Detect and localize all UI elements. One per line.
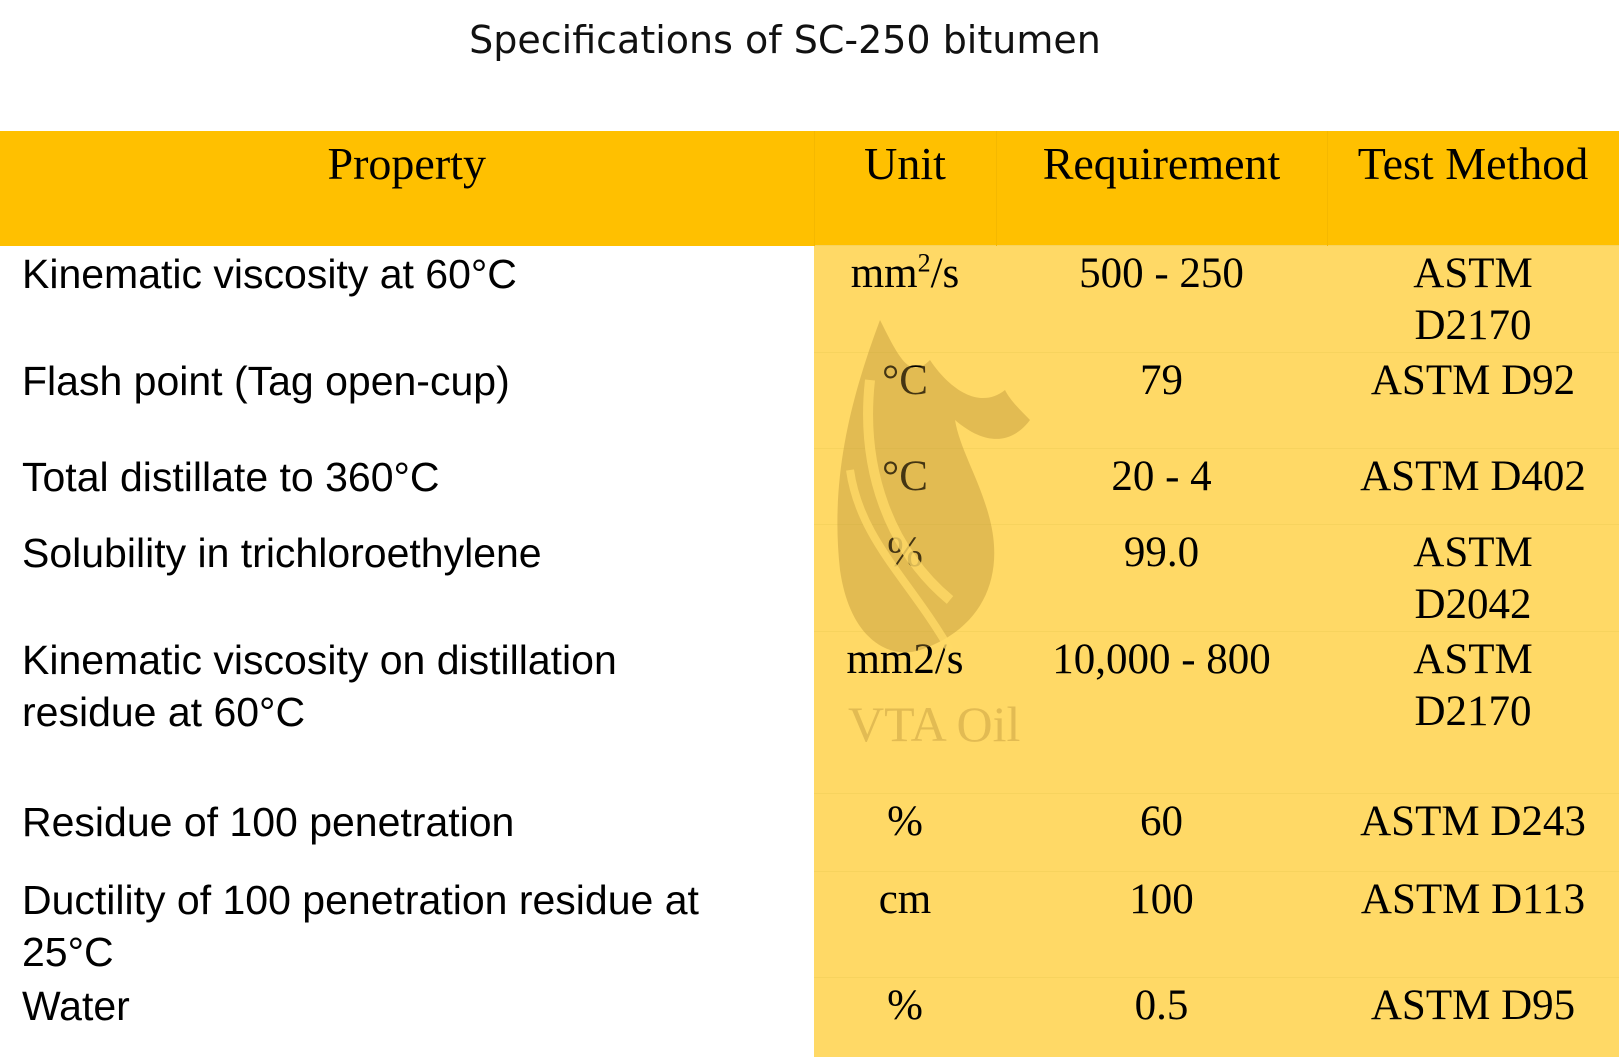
cell-property: Kinematic viscosity at 60°C xyxy=(0,245,814,353)
cell-requirement: 79 xyxy=(996,352,1327,449)
cell-requirement: 10,000 - 800 xyxy=(996,631,1327,794)
cell-unit: % xyxy=(814,793,996,872)
cell-requirement: 100 xyxy=(996,871,1327,978)
cell-method: ASTM D2170 xyxy=(1327,245,1619,353)
cell-requirement: 0.5 xyxy=(996,977,1327,1057)
table-row: Kinematic viscosity at 60°C mm2/s 500 - … xyxy=(0,245,1619,353)
specifications-table: Property Unit Requirement Test Method Ki… xyxy=(0,131,1619,1057)
page-title: Specifications of SC-250 bitumen xyxy=(469,18,1101,62)
cell-unit: cm xyxy=(814,871,996,978)
unit-tail: /s xyxy=(930,250,960,297)
header-requirement: Requirement xyxy=(996,131,1328,246)
cell-unit: % xyxy=(814,524,996,632)
cell-property: Water xyxy=(0,977,814,1057)
cell-unit: % xyxy=(814,977,996,1057)
cell-method: ASTM D92 xyxy=(1327,352,1619,449)
cell-method: ASTM D402 xyxy=(1327,448,1619,525)
cell-property: Kinematic viscosity on distillation resi… xyxy=(0,631,814,794)
cell-method: ASTM D243 xyxy=(1327,793,1619,872)
cell-property: Ductility of 100 penetration residue at … xyxy=(0,871,814,978)
table-row: Solubility in trichloroethylene % 99.0 A… xyxy=(0,524,1619,632)
cell-property: Flash point (Tag open-cup) xyxy=(0,352,814,449)
table-row: Residue of 100 penetration % 60 ASTM D24… xyxy=(0,793,1619,872)
table-header-row: Property Unit Requirement Test Method xyxy=(0,131,1619,246)
table-row: Total distillate to 360°C °C 20 - 4 ASTM… xyxy=(0,448,1619,525)
unit-base: mm xyxy=(850,250,918,297)
cell-method: ASTM D2042 xyxy=(1327,524,1619,632)
header-property: Property xyxy=(0,131,815,246)
cell-requirement: 500 - 250 xyxy=(996,245,1327,353)
table-row: Flash point (Tag open-cup) °C 79 ASTM D9… xyxy=(0,352,1619,449)
table-row: Kinematic viscosity on distillation resi… xyxy=(0,631,1619,794)
cell-method: ASTM D113 xyxy=(1327,871,1619,978)
header-unit: Unit xyxy=(814,131,997,246)
cell-unit: mm2/s xyxy=(814,631,996,794)
cell-unit: °C xyxy=(814,448,996,525)
cell-unit: °C xyxy=(814,352,996,449)
header-test-method: Test Method xyxy=(1327,131,1619,246)
table-row: Water % 0.5 ASTM D95 xyxy=(0,977,1619,1057)
cell-method: ASTM D95 xyxy=(1327,977,1619,1057)
cell-requirement: 20 - 4 xyxy=(996,448,1327,525)
unit-superscript: 2 xyxy=(917,248,931,278)
cell-property: Residue of 100 penetration xyxy=(0,793,814,872)
cell-method: ASTM D2170 xyxy=(1327,631,1619,794)
cell-property: Total distillate to 360°C xyxy=(0,448,814,525)
watermark-text: VTA Oil xyxy=(848,696,1021,752)
cell-unit: mm2/s xyxy=(814,245,996,353)
cell-requirement: 99.0 xyxy=(996,524,1327,632)
cell-property: Solubility in trichloroethylene xyxy=(0,524,814,632)
cell-requirement: 60 xyxy=(996,793,1327,872)
table-row: Ductility of 100 penetration residue at … xyxy=(0,871,1619,978)
